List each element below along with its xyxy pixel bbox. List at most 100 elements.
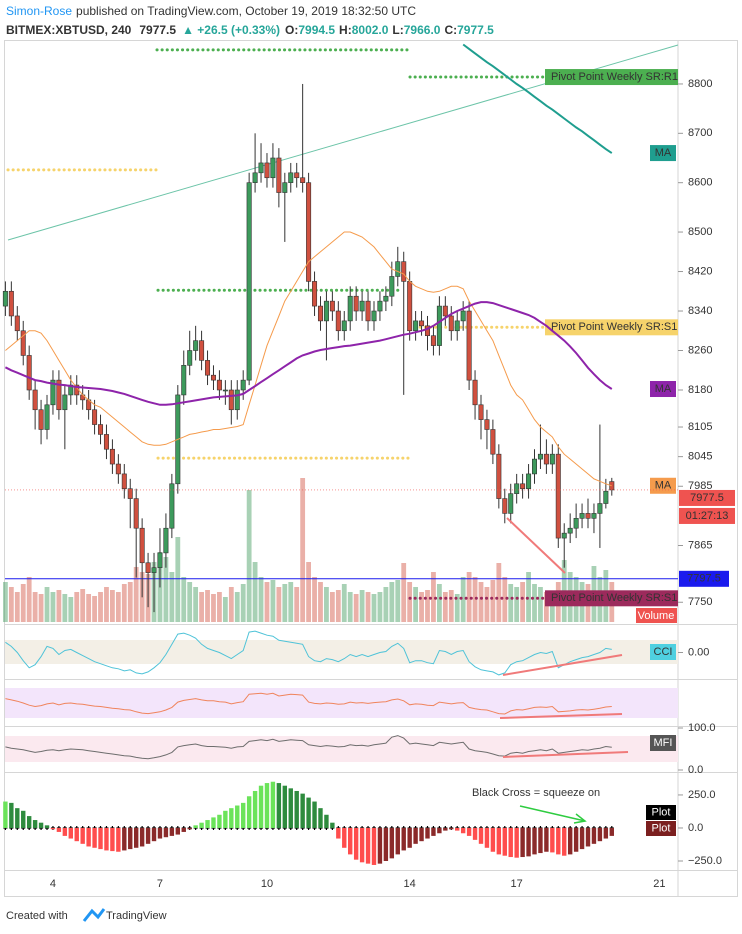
candle-body: [187, 350, 193, 366]
candle-body: [454, 320, 460, 332]
histogram-bar: [15, 808, 20, 828]
y-tick-label: 0.0: [688, 764, 703, 776]
histogram-bar: [502, 827, 507, 856]
level-tag-bg: [545, 319, 678, 336]
moving-average: [462, 43, 613, 154]
tag-bg: [679, 570, 729, 587]
volume-bar: [211, 594, 216, 622]
candle-body: [514, 483, 520, 494]
candle-body: [145, 562, 151, 573]
candle-body: [579, 513, 585, 519]
candle-body: [109, 448, 115, 465]
candle-body: [163, 527, 169, 554]
candle-body: [555, 453, 561, 539]
histogram-bar: [478, 827, 484, 844]
volume-bar: [62, 594, 68, 622]
candle-body: [199, 340, 205, 361]
cci-tag: CCI: [654, 646, 673, 658]
histogram-bar: [21, 810, 26, 828]
histogram-bar: [276, 783, 282, 828]
x-tick-label: 14: [404, 878, 416, 890]
volume-bar: [115, 592, 121, 622]
candle-body: [270, 157, 276, 179]
volume-bar: [199, 592, 204, 622]
plot-tag: Plot: [652, 822, 671, 834]
candle-body: [359, 300, 365, 312]
y-tick-label: 7985: [688, 480, 712, 492]
volume-bar: [133, 567, 139, 622]
candle-body: [169, 483, 175, 529]
candle-body: [484, 419, 490, 430]
candle-body: [151, 567, 157, 573]
histogram-bar: [389, 827, 395, 859]
volume-bar: [68, 597, 74, 622]
histogram-bar: [419, 827, 424, 842]
volume-bar: [324, 587, 329, 622]
tag-bg: [650, 145, 676, 162]
candle-body: [543, 453, 549, 465]
tag-bg: [636, 608, 677, 623]
histogram-bar: [181, 827, 186, 832]
volume-bar: [20, 584, 26, 622]
volume-bar: [80, 589, 86, 622]
histogram-bar: [282, 785, 288, 828]
y-tick-label: 8340: [688, 305, 712, 317]
histogram-bar: [133, 827, 139, 848]
candle-body: [436, 305, 442, 346]
volume-bar: [359, 590, 365, 622]
footer-text: Created with: [6, 910, 68, 922]
ohlc-value: 7994.5: [298, 23, 335, 37]
candle-body: [591, 513, 597, 519]
histogram-bar: [241, 802, 246, 828]
candle-body: [62, 394, 68, 411]
histogram-bar: [104, 827, 109, 851]
histogram-bar: [407, 827, 412, 848]
level-label: Pivot Point Weekly SR:R1: [551, 71, 678, 83]
histogram-bar: [336, 827, 341, 839]
histogram-bar: [573, 827, 579, 852]
volume-bar: [377, 592, 383, 622]
histogram-bar: [567, 827, 573, 855]
volume-bar: [228, 587, 234, 622]
annotation-arrow: [519, 805, 587, 824]
volume-bar: [389, 582, 395, 622]
volume-bar: [26, 577, 32, 622]
y-tick-label: 8105: [688, 421, 712, 433]
ohlc-label: L:: [392, 23, 403, 37]
histogram-bar: [330, 822, 335, 828]
logo: [82, 908, 106, 922]
candle-body: [496, 453, 502, 499]
histogram-bar: [490, 827, 496, 852]
volume-bar: [532, 584, 537, 622]
ohlc-value: 7966.0: [404, 23, 441, 37]
y-tick-label: 0.0: [688, 822, 703, 834]
histogram-bar: [312, 801, 317, 828]
histogram-bar: [199, 822, 204, 828]
symbol-line: BITMEX:XBTUSD, 240 7977.5 ▲ +26.5 (+0.33%)…: [6, 23, 494, 37]
volume-bar: [234, 592, 240, 622]
ohlc-label: H:: [339, 23, 352, 37]
histogram-bar: [544, 827, 549, 852]
candle-body: [26, 355, 32, 391]
candle-body: [537, 453, 543, 460]
indicator-line: [5, 630, 612, 676]
histogram-bar: [342, 827, 347, 848]
footer: Created with TradingView: [6, 908, 167, 922]
candle-body: [264, 162, 270, 179]
histogram-bar: [68, 827, 73, 839]
candle-body: [121, 473, 127, 490]
candle-body: [597, 503, 603, 514]
y-tick-label: 8700: [688, 127, 712, 139]
y-tick-label: 0.00: [688, 646, 709, 658]
volume-bar: [181, 577, 187, 622]
candle-body: [240, 379, 246, 391]
volume-bar: [246, 490, 252, 622]
y-tick-label: 8180: [688, 384, 712, 396]
volume-bar: [258, 577, 264, 622]
candle-body: [258, 162, 264, 174]
candle-body: [585, 513, 591, 519]
candle-body: [460, 310, 466, 322]
mfi-tag: MFI: [654, 737, 673, 749]
volume-bar: [466, 572, 472, 622]
